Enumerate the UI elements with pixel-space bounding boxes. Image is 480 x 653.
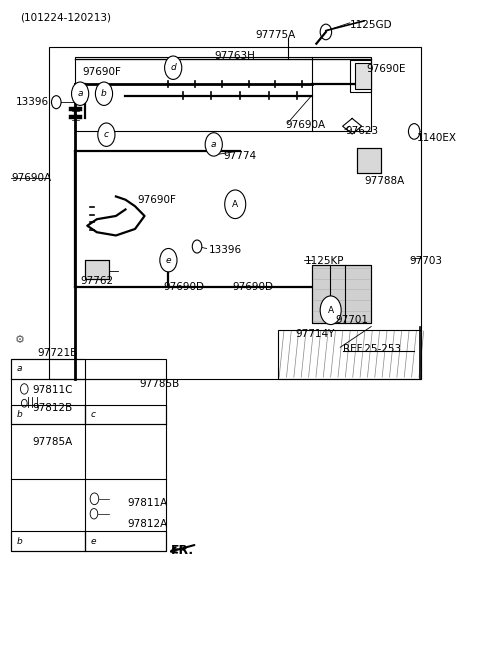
Text: 97763H: 97763H [215, 51, 256, 61]
Text: d: d [170, 63, 176, 72]
Circle shape [98, 123, 115, 146]
Circle shape [225, 190, 246, 219]
Text: 97774: 97774 [223, 151, 257, 161]
Text: 97812A: 97812A [128, 518, 168, 528]
Circle shape [72, 82, 89, 105]
Text: 97690F: 97690F [82, 67, 121, 76]
Bar [85, 259, 109, 279]
Circle shape [408, 123, 420, 139]
Bar [85, 404, 166, 424]
Circle shape [192, 240, 202, 253]
Text: 97811C: 97811C [33, 385, 73, 395]
Text: 97690D: 97690D [233, 283, 274, 293]
Bar [312, 264, 371, 323]
Text: c: c [104, 130, 109, 139]
Text: a: a [77, 89, 83, 98]
Text: FR.: FR. [171, 545, 194, 557]
Circle shape [51, 96, 61, 108]
Text: b: b [17, 537, 23, 545]
Text: 97701: 97701 [336, 315, 369, 325]
Text: 97812B: 97812B [33, 403, 72, 413]
Text: a: a [211, 140, 216, 149]
Bar [312, 264, 371, 323]
Bar [357, 148, 381, 173]
Circle shape [96, 82, 113, 105]
Text: 97775A: 97775A [256, 30, 296, 40]
Text: 13396: 13396 [16, 97, 49, 107]
Circle shape [165, 56, 182, 80]
Text: 97762: 97762 [80, 276, 113, 286]
Text: 97785A: 97785A [33, 438, 72, 447]
Bar [278, 330, 421, 379]
Text: 13396: 13396 [209, 245, 242, 255]
Text: 97785B: 97785B [140, 379, 180, 389]
Text: 1125KP: 1125KP [304, 257, 344, 266]
Bar [85, 532, 166, 551]
Text: 97721B: 97721B [37, 347, 77, 357]
Text: REF.25-253: REF.25-253 [343, 344, 401, 355]
Text: 97703: 97703 [409, 257, 443, 266]
Text: 97690A: 97690A [11, 173, 51, 183]
Text: 97714Y: 97714Y [295, 329, 334, 340]
Bar [11, 359, 85, 379]
Text: 97690D: 97690D [164, 283, 204, 293]
Text: A: A [232, 200, 238, 209]
Text: 97788A: 97788A [364, 176, 404, 186]
Bar [11, 359, 166, 551]
Circle shape [205, 133, 222, 156]
Text: 97690A: 97690A [285, 120, 325, 130]
Circle shape [160, 249, 177, 272]
Text: ⚙: ⚙ [15, 334, 25, 345]
Text: 97811A: 97811A [128, 498, 168, 508]
Text: (101224-120213): (101224-120213) [21, 12, 111, 23]
Bar [49, 47, 421, 379]
Bar [11, 532, 85, 551]
Text: 1140EX: 1140EX [417, 133, 456, 143]
Bar [75, 57, 371, 131]
Text: c: c [91, 410, 96, 419]
Text: a: a [17, 364, 22, 374]
Text: 1125GD: 1125GD [350, 20, 392, 31]
Bar [85, 259, 109, 279]
Text: 97690E: 97690E [366, 64, 406, 74]
Text: e: e [166, 256, 171, 264]
Text: e: e [91, 537, 96, 545]
Text: b: b [17, 410, 23, 419]
Bar [11, 404, 85, 424]
Text: 97690F: 97690F [137, 195, 176, 204]
Circle shape [320, 296, 341, 325]
Bar [355, 63, 371, 89]
Bar [350, 60, 371, 93]
Bar [357, 148, 381, 173]
Text: 97623: 97623 [345, 127, 378, 136]
Text: A: A [328, 306, 334, 315]
Text: b: b [101, 89, 107, 98]
